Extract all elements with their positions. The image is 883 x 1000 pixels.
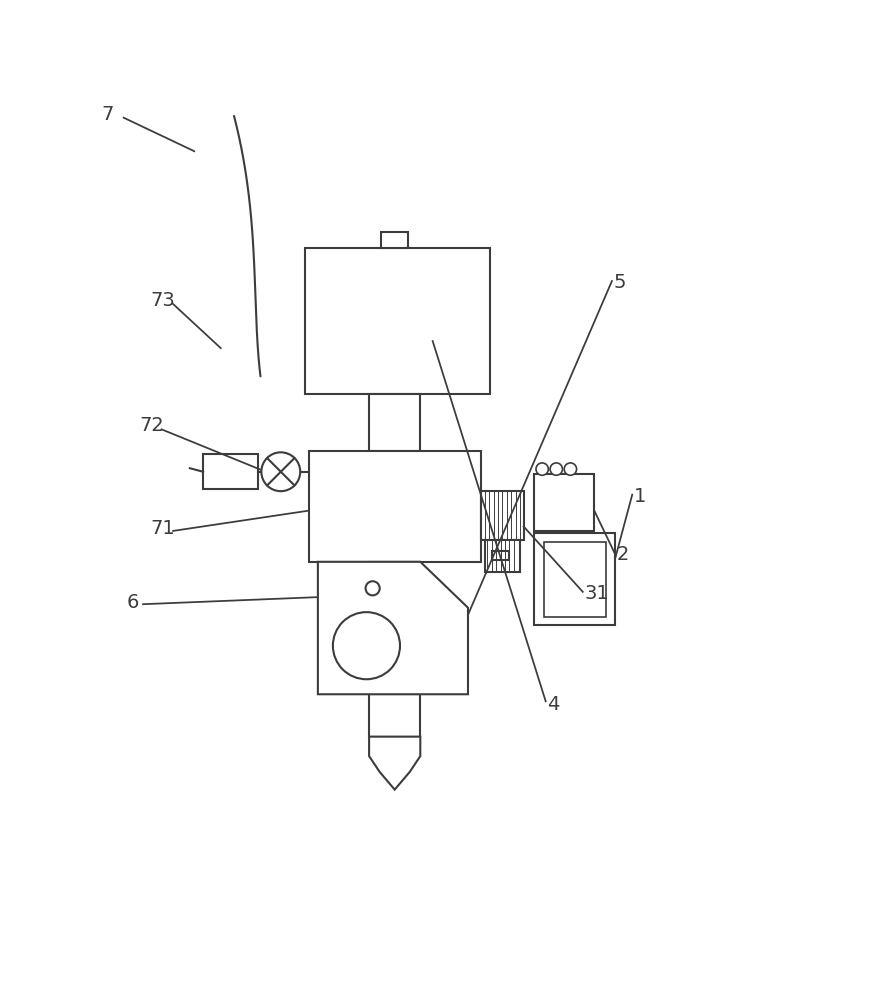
Circle shape — [333, 612, 400, 679]
Text: 73: 73 — [150, 291, 175, 310]
Bar — [369, 590, 381, 617]
Bar — [309, 451, 481, 562]
Bar — [534, 474, 594, 531]
Circle shape — [536, 463, 548, 475]
Bar — [534, 533, 615, 625]
Circle shape — [564, 463, 577, 475]
Bar — [544, 542, 606, 617]
Text: 2: 2 — [616, 545, 629, 564]
Bar — [203, 454, 258, 489]
Text: 31: 31 — [585, 584, 609, 603]
Text: 6: 6 — [126, 593, 139, 612]
Bar — [305, 248, 490, 394]
Bar — [369, 694, 420, 737]
Text: 4: 4 — [547, 695, 560, 714]
Text: 1: 1 — [634, 487, 646, 506]
Bar — [369, 562, 420, 628]
Bar — [485, 540, 520, 572]
Bar — [369, 394, 420, 451]
Circle shape — [550, 463, 562, 475]
Circle shape — [261, 452, 300, 491]
Bar — [381, 232, 408, 248]
Text: 5: 5 — [614, 273, 626, 292]
Text: 71: 71 — [150, 519, 175, 538]
Polygon shape — [369, 737, 420, 790]
Text: 72: 72 — [140, 416, 164, 435]
Circle shape — [366, 581, 380, 595]
Bar — [481, 491, 524, 540]
Polygon shape — [318, 562, 468, 694]
Text: 7: 7 — [102, 105, 114, 124]
Bar — [492, 551, 509, 560]
